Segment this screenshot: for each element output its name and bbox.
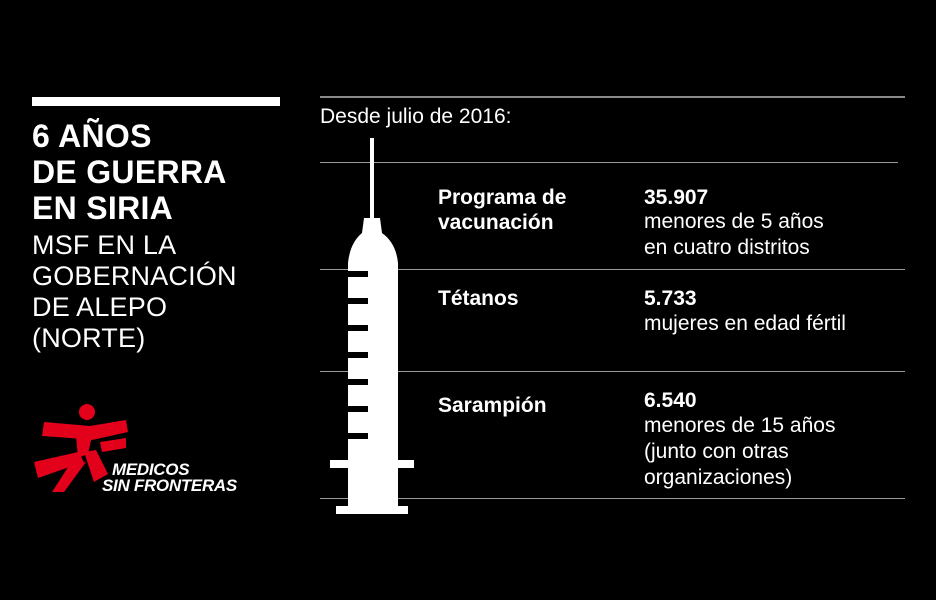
logo-line: MEDICOS xyxy=(112,460,190,479)
subtitle-line: (NORTE) xyxy=(32,323,146,353)
since-label: Desde julio de 2016: xyxy=(320,105,512,128)
desc-line: menores de 5 años xyxy=(644,210,824,233)
subtitle-line: DE ALEPO xyxy=(32,292,168,322)
title-line: 6 AÑOS xyxy=(32,118,152,154)
label-line: Tétanos xyxy=(438,287,519,310)
label-line: vacunación xyxy=(438,211,554,234)
msf-logo-text: MEDICOS SIN FRONTERAS xyxy=(102,460,237,495)
msf-logo: MEDICOS SIN FRONTERAS xyxy=(30,402,270,502)
row-label-measles: Sarampión xyxy=(438,393,547,418)
row-description: menores de 15 años (junto con otras orga… xyxy=(644,413,835,491)
row-number: 35.907 xyxy=(644,186,709,209)
row-divider xyxy=(320,162,898,163)
row-number: 5.733 xyxy=(644,287,697,310)
row-number: 6.540 xyxy=(644,389,697,412)
title-accent-bar xyxy=(32,97,280,106)
label-line: Programa de xyxy=(438,186,567,209)
header-divider xyxy=(320,96,905,98)
row-divider xyxy=(320,498,905,499)
syringe-icon xyxy=(330,138,414,514)
row-label-tetanus: Tétanos xyxy=(438,286,519,311)
label-line: Sarampión xyxy=(438,394,547,417)
subtitle-line: MSF EN LA xyxy=(32,230,177,260)
msf-running-man-icon xyxy=(34,404,128,492)
page-subtitle: MSF EN LA GOBERNACIÓN DE ALEPO (NORTE) xyxy=(32,230,292,354)
logo-line: SIN FRONTERAS xyxy=(102,476,237,495)
row-description: menores de 5 años en cuatro distritos xyxy=(644,209,824,261)
row-description: mujeres en edad fértil xyxy=(644,311,846,337)
page-title: 6 AÑOS DE GUERRA EN SIRIA xyxy=(32,118,292,226)
row-divider xyxy=(320,371,905,372)
row-divider xyxy=(320,269,905,270)
subtitle-line: GOBERNACIÓN xyxy=(32,261,237,291)
desc-line: en cuatro distritos xyxy=(644,236,810,259)
title-line: DE GUERRA xyxy=(32,154,227,190)
desc-line: menores de 15 años xyxy=(644,414,836,437)
desc-line: organizaciones) xyxy=(644,466,793,489)
title-line: EN SIRIA xyxy=(32,190,174,226)
desc-line: mujeres en edad fértil xyxy=(644,312,846,335)
row-label-vaccination: Programa de vacunación xyxy=(438,185,566,235)
desc-line: (junto con otras xyxy=(644,440,789,463)
